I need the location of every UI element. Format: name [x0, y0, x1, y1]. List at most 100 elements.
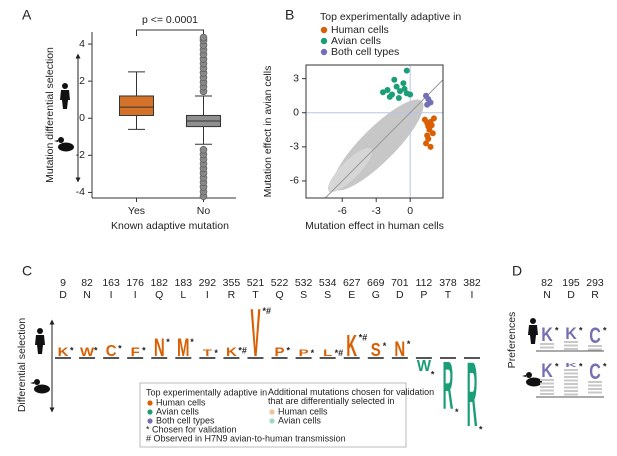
minor-letters [540, 343, 554, 345]
legend-title: Additional mutations chosen for validati… [268, 387, 434, 406]
wildtype-letter: S [300, 289, 307, 301]
human-icon [528, 318, 538, 344]
minor-letters [564, 379, 578, 382]
point [423, 140, 430, 147]
site-number: 355 [223, 277, 241, 289]
letter-note: * [555, 325, 559, 335]
point [384, 87, 391, 94]
wildtype-letter: T [445, 289, 452, 301]
point [407, 91, 414, 98]
legend-label: Human cells [156, 397, 206, 407]
human-icon [35, 328, 45, 354]
site-number: 195 [562, 277, 580, 289]
y-tick-label: 2 [79, 75, 85, 87]
logo-baseline [103, 357, 120, 359]
logo-baseline [55, 357, 71, 359]
wildtype-letter: D [59, 289, 67, 301]
letter-note: *# [238, 346, 247, 356]
wildtype-letter: D [396, 289, 404, 301]
wildtype-letter: S [324, 289, 331, 301]
wildtype-letter: R [591, 289, 599, 301]
legend-box [139, 382, 407, 448]
site-number: 82 [541, 277, 553, 289]
logo-baseline [127, 357, 144, 359]
logo-letter: K [58, 345, 69, 358]
minor-letters [564, 369, 578, 371]
letter-note: * [455, 407, 459, 417]
significance-bracket [136, 29, 204, 36]
y-axis-title: Differential selection [16, 318, 28, 413]
site-number: 163 [102, 277, 120, 289]
wildtype-letter: E [348, 289, 355, 301]
letter-note: * [94, 346, 98, 356]
logo-letter: N [154, 335, 165, 362]
letter-note: * [70, 346, 74, 356]
logo-letter: K [541, 323, 553, 345]
logo-letter: K [541, 359, 553, 381]
site-number: 82 [81, 277, 93, 289]
logo-letter: T [203, 348, 213, 358]
point [393, 83, 400, 90]
x-tick-label: 0 [407, 205, 413, 217]
legend-label: Both cell types [156, 415, 215, 425]
letter-note: * [190, 337, 194, 347]
wildtype-letter: D [567, 289, 575, 301]
site-number: 112 [416, 277, 433, 289]
legend-label: Avian cells [278, 415, 321, 425]
logo-baseline [295, 357, 312, 359]
site-number: 532 [295, 277, 313, 289]
outlier [199, 145, 208, 154]
letter-note: * [579, 361, 583, 371]
logo-letter: S [371, 340, 381, 361]
point [427, 143, 434, 150]
wildtype-letter: G [372, 289, 380, 301]
wildtype-letter: I [471, 289, 474, 301]
duck-icon [54, 137, 74, 152]
x-axis-title: Known adaptive mutation [111, 220, 229, 232]
minor-letters [564, 372, 578, 375]
logo-letter: K [565, 362, 577, 369]
logo-baseline [464, 357, 481, 359]
panel-label: B [285, 7, 294, 23]
logo-baseline [175, 357, 192, 359]
minor-letters [588, 348, 602, 351]
point [430, 115, 437, 122]
minor-letters [564, 348, 578, 350]
site-number: 378 [439, 277, 457, 289]
wildtype-letter: Q [275, 289, 283, 301]
letter-note: *# [262, 306, 271, 316]
site-number: 669 [367, 277, 385, 289]
human-icon [60, 83, 70, 109]
logo-letter: M [177, 335, 189, 362]
site-number: 176 [126, 277, 144, 289]
legend-label: Human cells [278, 406, 328, 416]
minor-letters [564, 393, 578, 396]
logo-letter: P [275, 345, 285, 358]
logo-letter: W [80, 345, 94, 358]
minor-letters [564, 386, 578, 389]
letter-note: * [479, 424, 483, 434]
minor-letters [540, 389, 554, 392]
letter-note: * [214, 348, 218, 358]
legend-marker [269, 418, 275, 424]
legend-title: Top experimentally adaptive in [146, 387, 267, 397]
legend-label: Avian cells [331, 35, 381, 47]
minor-letters [540, 393, 554, 395]
wildtype-letter: I [206, 289, 209, 301]
panel-label: C [22, 263, 32, 279]
logo-baseline [151, 357, 168, 359]
letter-note: *# [359, 332, 368, 342]
legend-label: Avian cells [156, 406, 199, 416]
minor-letters [564, 390, 578, 392]
x-tick-label: No [197, 205, 211, 217]
logo-letter: V [250, 297, 260, 372]
site-number: 522 [271, 277, 289, 289]
x-tick-label: Yes [128, 205, 145, 217]
y-tick-label: -4 [76, 186, 85, 198]
minor-letters [564, 341, 578, 343]
logo-baseline [415, 357, 432, 359]
outlier [199, 33, 208, 42]
letter-note: * [603, 361, 607, 371]
panel-label: D [512, 263, 522, 279]
